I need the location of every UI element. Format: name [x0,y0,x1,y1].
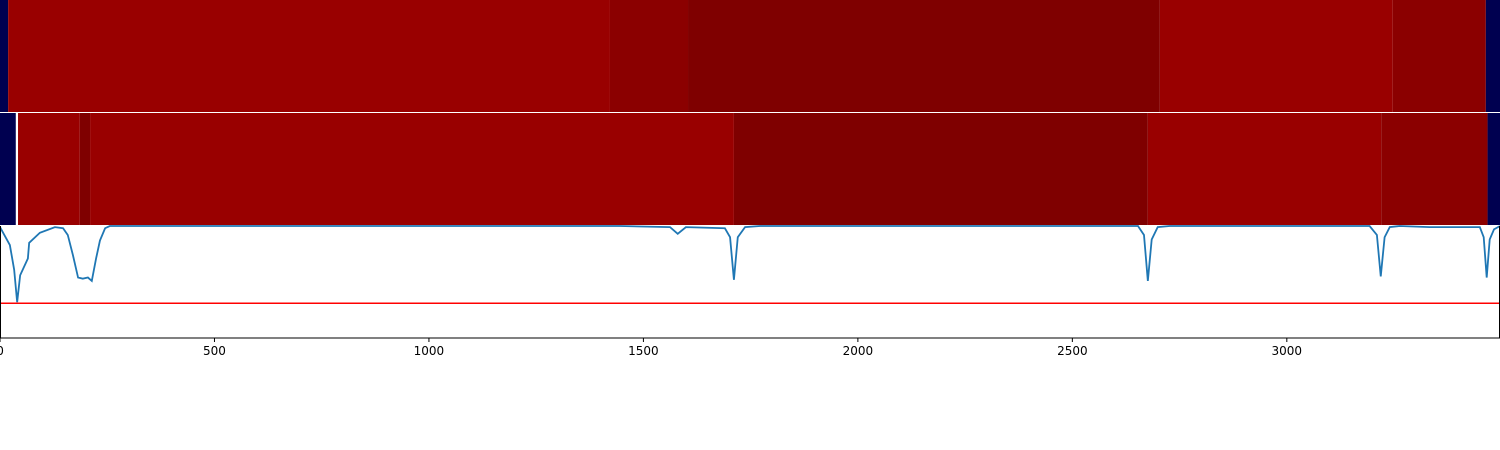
x-tick-label: 1500 [628,344,659,358]
segment [1485,0,1500,112]
segment [18,113,80,225]
x-tick-label: 0 [0,344,4,358]
segment [0,0,9,112]
x-tick-label: 3000 [1272,344,1303,358]
segment [733,113,1148,225]
segment [15,113,19,225]
segment [1487,113,1500,225]
line [0,225,1500,303]
segment [0,113,16,225]
x-tick-label: 2500 [1057,344,1088,358]
x-tick-label: 1000 [414,344,445,358]
segment [609,0,689,112]
segment [688,0,1160,112]
segment [8,0,610,112]
segment [1381,113,1488,225]
x-tick-label: 500 [203,344,226,358]
segment [1159,0,1393,112]
segment [90,113,734,225]
plot-area [0,226,1500,338]
segment [1392,0,1486,112]
segment [1147,113,1382,225]
x-tick-label: 2000 [843,344,874,358]
segment [79,113,91,225]
